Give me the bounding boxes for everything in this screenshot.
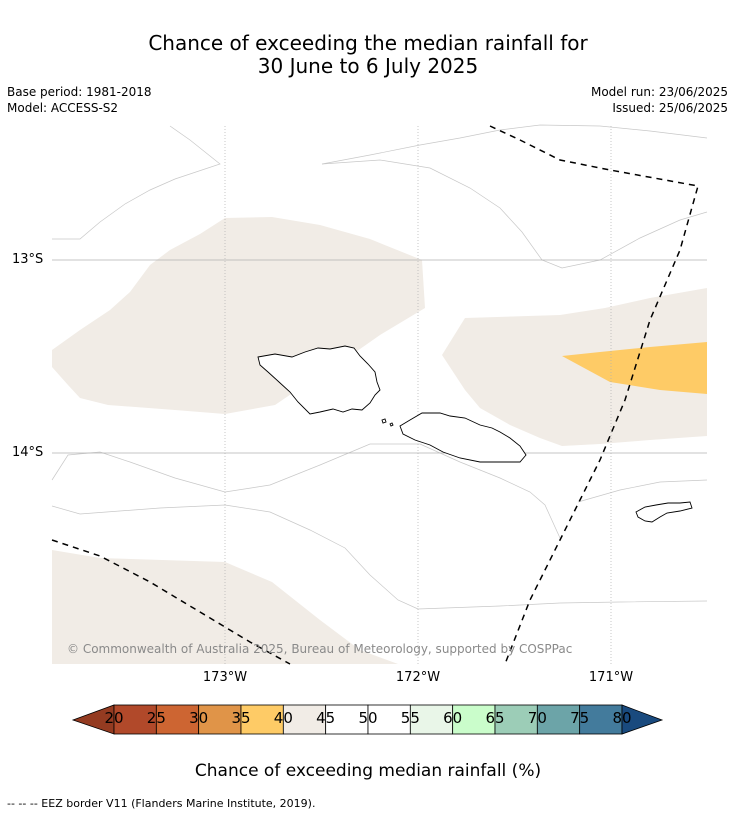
colorbar-tick-80: 80 xyxy=(612,709,632,727)
colorbar-tick-25: 25 xyxy=(146,709,166,727)
copyright-notice: © Commonwealth of Australia 2025, Bureau… xyxy=(67,642,573,656)
colorbar-tick-50: 50 xyxy=(358,709,378,727)
colorbar-bin-45-50 xyxy=(325,704,369,735)
chart-title-line1: Chance of exceeding the median rainfall … xyxy=(148,31,588,55)
colorbar-label: Chance of exceeding median rainfall (%) xyxy=(194,761,542,781)
model-name: Model: ACCESS-S2 xyxy=(7,101,119,115)
meta-left: Base period: 1981-2018 Model: ACCESS-S2 xyxy=(7,84,152,116)
colorbar-tick-40: 40 xyxy=(273,709,293,727)
island-apolima xyxy=(389,422,394,427)
colorbar-tick-70: 70 xyxy=(527,709,547,727)
colorbar-tick-35: 35 xyxy=(231,709,251,727)
colorbar-bin-60-65 xyxy=(452,704,496,735)
issued-date: Issued: 25/06/2025 xyxy=(612,101,728,115)
colorbar-bin-20-25 xyxy=(113,704,157,735)
colorbar-bin-70-75 xyxy=(536,704,581,735)
colorbar-tick-75: 75 xyxy=(570,709,590,727)
coastlines xyxy=(257,345,693,523)
colorbar-tick-20: 20 xyxy=(104,709,124,727)
colorbar-bin-55-60 xyxy=(409,704,454,735)
island-upolu xyxy=(399,412,527,463)
contour-lines xyxy=(51,124,708,610)
base-period: Base period: 1981-2018 xyxy=(7,85,152,99)
chart-title-line2: 30 June to 6 July 2025 xyxy=(257,54,479,78)
eez-footnote: -- -- -- EEZ border V11 (Flanders Marine… xyxy=(7,797,316,810)
lon-label-172w: 172°W xyxy=(395,670,441,685)
colorbar-bin-30-35 xyxy=(198,704,242,735)
graticule xyxy=(52,126,707,664)
lon-label-171w: 171°W xyxy=(588,670,634,685)
colorbar xyxy=(71,704,664,735)
colorbar-bin-25-30 xyxy=(155,704,200,735)
colorbar-extend-high xyxy=(621,704,664,735)
colorbar-tick-65: 65 xyxy=(485,709,505,727)
colorbar-tick-45: 45 xyxy=(316,709,336,727)
meta-right: Model run: 23/06/2025 Issued: 25/06/2025 xyxy=(591,84,728,116)
lat-label-14s: 14°S xyxy=(12,445,44,460)
eez-border xyxy=(51,125,699,665)
island-manono xyxy=(381,418,387,424)
region-40-45-east xyxy=(442,288,707,446)
colorbar-bin-65-70 xyxy=(494,704,538,735)
island-tutuila xyxy=(635,501,693,523)
colorbar-bin-75-80 xyxy=(579,704,623,735)
lat-label-13s: 13°S xyxy=(12,252,44,267)
colorbar-tick-55: 55 xyxy=(400,709,420,727)
colorbar-bin-35-40 xyxy=(240,704,284,735)
colorbar-tick-30: 30 xyxy=(189,709,209,727)
colorbar-tick-60: 60 xyxy=(443,709,463,727)
island-savaii xyxy=(257,345,381,415)
lon-label-173w: 173°W xyxy=(202,670,248,685)
model-run: Model run: 23/06/2025 xyxy=(590,85,728,99)
